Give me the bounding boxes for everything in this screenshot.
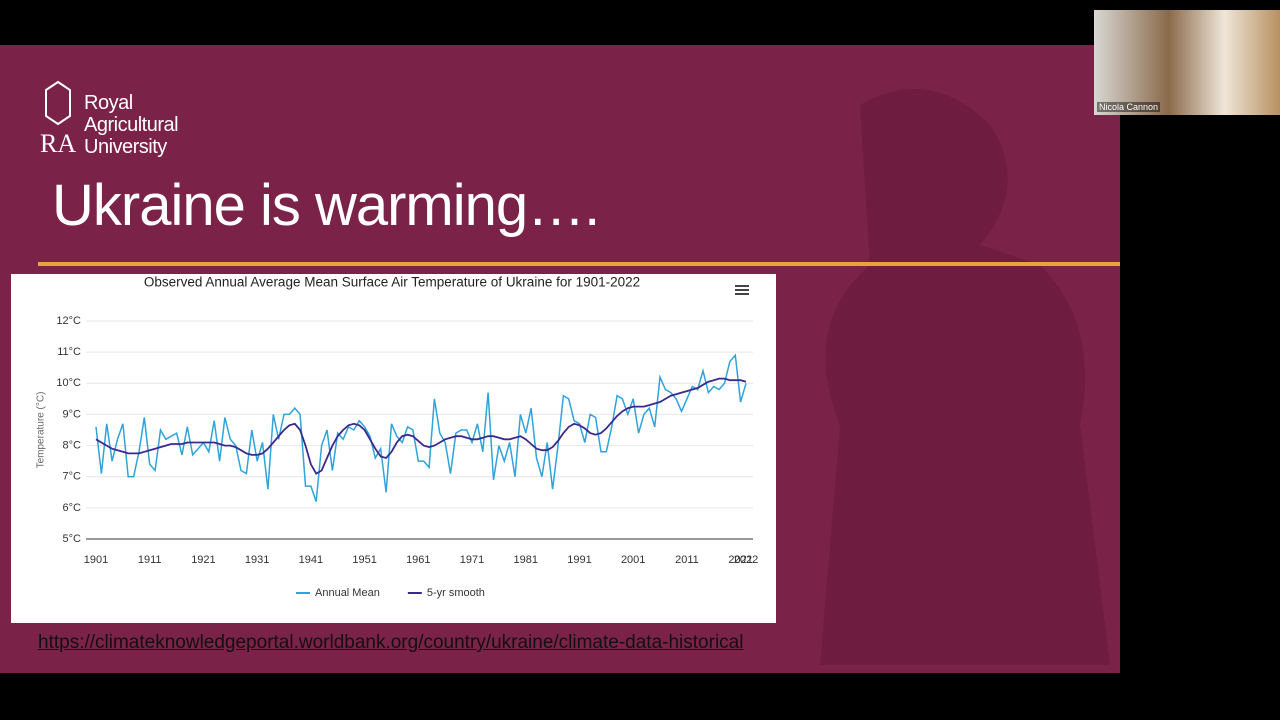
y-tick-label: 12°C [56,315,81,327]
chart-menu[interactable] [735,285,749,295]
y-tick-label: 5°C [63,533,82,545]
y-tick-label: 8°C [63,439,82,451]
logo-line: Royal [84,92,133,114]
svg-text:RA: RA [40,129,76,158]
x-tick-label: 1981 [514,554,538,566]
x-tick-label: 2021 [728,554,752,566]
y-tick-label: 9°C [63,408,82,420]
logo-crest: RA [40,80,76,158]
logo-text: Royal Agricultural University [84,92,179,158]
x-tick-label: 1931 [245,554,269,566]
x-tick-label: 2001 [621,554,645,566]
x-tick-label: 1941 [299,554,323,566]
x-tick-label: 1921 [191,554,215,566]
webcam-thumbnail: Nicola Cannon [1094,10,1280,115]
crest-watermark [820,89,1110,665]
y-tick-label: 10°C [56,377,81,389]
x-tick-label: 2011 [675,554,699,566]
chart: Observed Annual Average Mean Surface Air… [36,275,759,599]
chart-panel: Observed Annual Average Mean Surface Air… [11,274,776,623]
x-tick-label: 2022 [734,554,758,566]
y-tick-label: 7°C [63,471,82,483]
title-rule [38,262,1120,266]
x-tick-label: 1951 [352,554,376,566]
chart-title: Observed Annual Average Mean Surface Air… [144,275,640,290]
x-tick-label: 1911 [138,554,162,566]
legend-label: 5-yr smooth [427,587,485,599]
source-link[interactable]: https://climateknowledgeportal.worldbank… [38,632,744,653]
slide-title: Ukraine is warming…. [52,173,600,238]
x-tick-label: 1901 [84,554,108,566]
logo-line: University [84,136,167,158]
line-series [95,377,747,475]
x-tick-label: 1961 [406,554,430,566]
legend-label: Annual Mean [315,587,380,599]
x-tick-label: 1991 [567,554,591,566]
y-axis-label: Temperature (°C) [36,392,47,469]
x-tick-label: 1971 [460,554,484,566]
webcam-label: Nicola Cannon [1097,102,1161,112]
logo-line: Agricultural [84,114,179,136]
line-series [95,353,747,502]
y-tick-label: 11°C [57,346,81,358]
y-tick-label: 6°C [63,502,82,514]
